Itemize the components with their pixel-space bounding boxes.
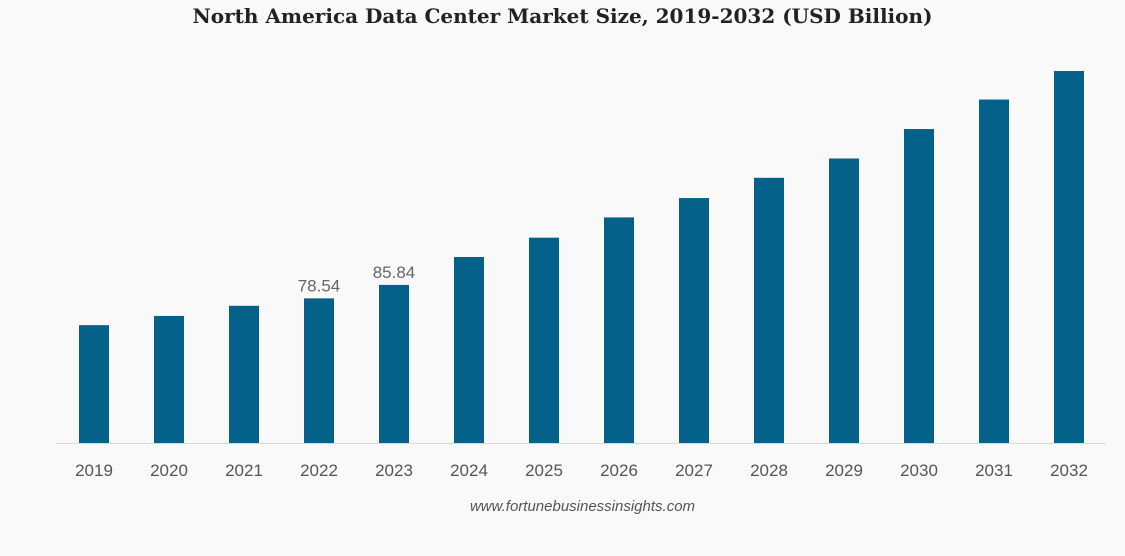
bar-2031	[979, 99, 1009, 443]
data-label-2022: 78.54	[298, 276, 341, 295]
x-tick-label-2032: 2032	[1050, 461, 1088, 480]
x-tick-labels-group: 2019 2020 2021 2022 2023 2024 2025 2026 2027 2028…	[75, 461, 1088, 480]
x-tick-label-2030: 2030	[900, 461, 938, 480]
x-tick-label-2024: 2024	[450, 461, 488, 480]
x-tick-label-2026: 2026	[600, 461, 638, 480]
bar-2025	[529, 237, 559, 443]
bar-2023	[379, 284, 409, 443]
x-tick-label-2023: 2023	[375, 461, 413, 480]
x-tick-label-2029: 2029	[825, 461, 863, 480]
x-tick-label-2031: 2031	[975, 461, 1013, 480]
chart-title: North America Data Center Market Size, 2…	[192, 4, 933, 28]
bar-2030	[904, 129, 934, 444]
bar-2029	[829, 158, 859, 443]
bars-group	[79, 71, 1084, 444]
bar-2026	[604, 217, 634, 443]
source-watermark: www.fortunebusinessinsights.com	[469, 498, 696, 515]
bar-2019	[79, 325, 109, 443]
x-tick-label-2028: 2028	[750, 461, 788, 480]
bar-2022	[304, 298, 334, 443]
x-tick-label-2027: 2027	[675, 461, 713, 480]
data-label-2023: 85.84	[373, 263, 416, 282]
data-labels-group: 78.54 85.84	[298, 263, 416, 295]
bar-2024	[454, 257, 484, 443]
bar-2021	[229, 305, 259, 443]
bar-2032	[1054, 71, 1084, 443]
x-tick-label-2019: 2019	[75, 461, 113, 480]
x-tick-label-2021: 2021	[225, 461, 263, 480]
bar-2020	[154, 315, 184, 443]
x-tick-label-2025: 2025	[525, 461, 563, 480]
x-tick-label-2022: 2022	[300, 461, 338, 480]
x-tick-label-2020: 2020	[150, 461, 188, 480]
bar-2027	[679, 198, 709, 443]
bar-2028	[754, 177, 784, 443]
